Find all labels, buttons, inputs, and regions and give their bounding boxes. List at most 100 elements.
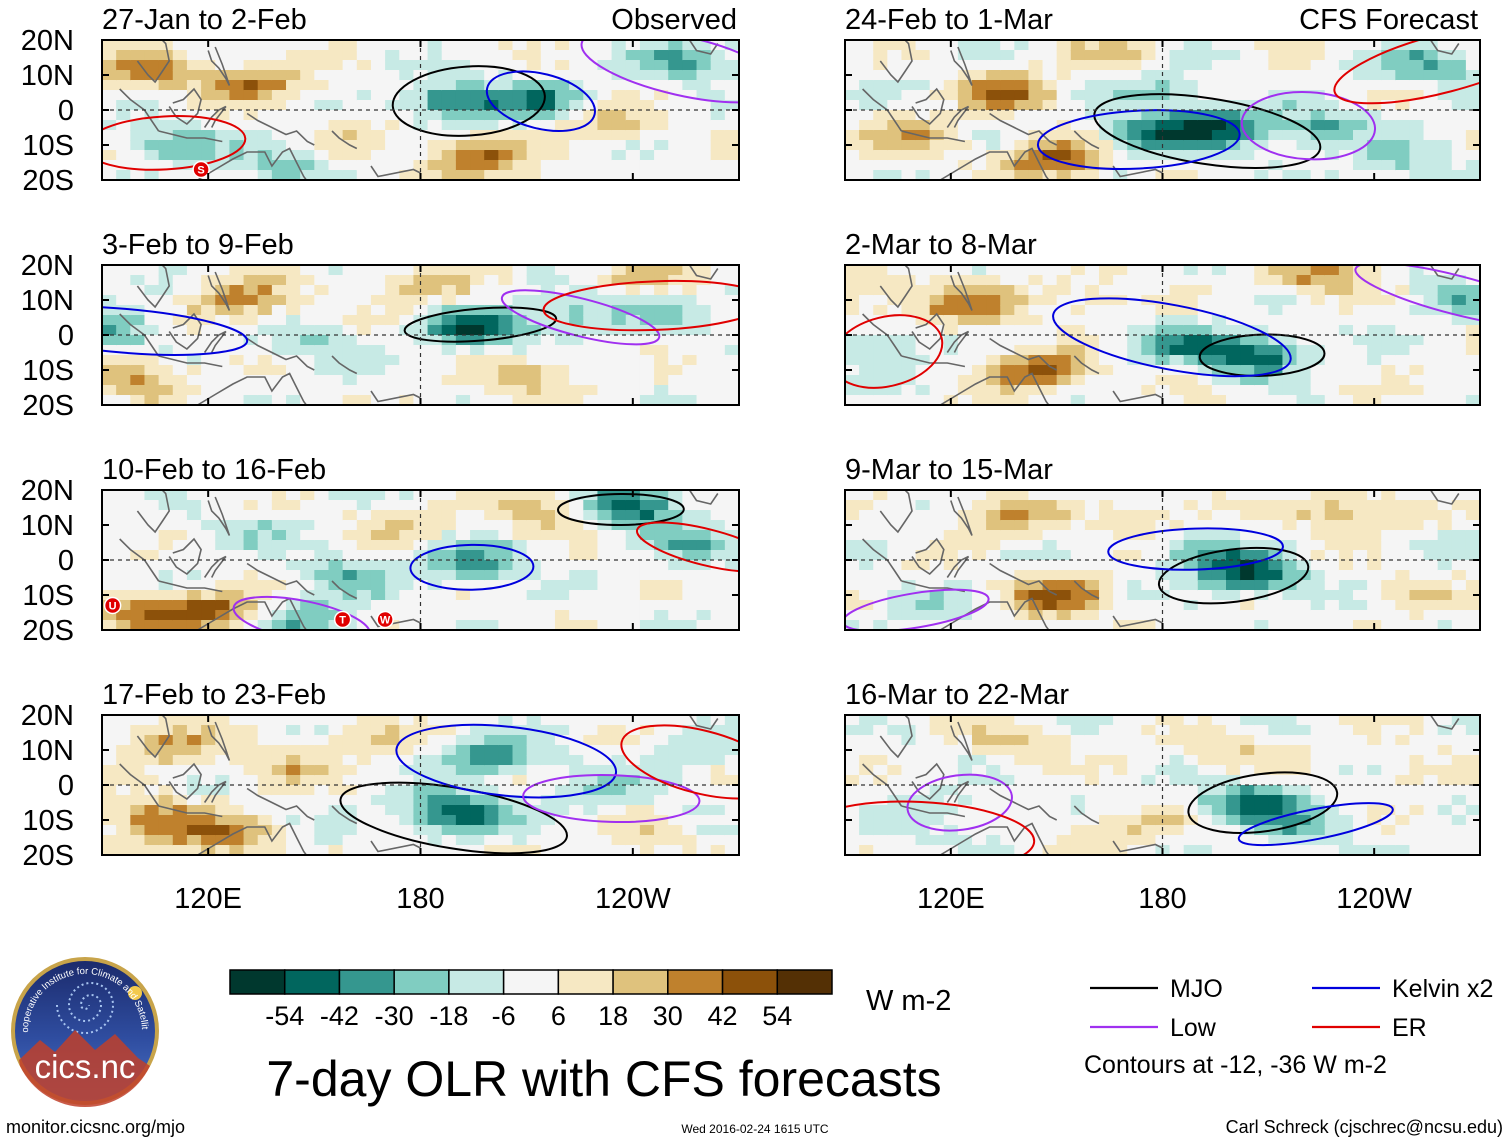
heatmap-cell (130, 570, 145, 581)
heatmap-cell (640, 110, 655, 121)
heatmap-cell (116, 355, 131, 366)
heatmap-cell (1000, 275, 1015, 286)
heatmap-cell (583, 70, 598, 81)
heatmap-cell (442, 265, 457, 276)
heatmap-cell (1057, 755, 1072, 766)
heatmap-cell (873, 490, 888, 501)
heatmap-cell (385, 140, 400, 151)
heatmap-cell (1268, 375, 1283, 386)
heatmap-cell (272, 815, 287, 826)
heatmap-cell (569, 530, 584, 541)
heatmap-cell (1198, 40, 1213, 51)
heatmap-cell (442, 140, 457, 151)
heatmap-cell (1141, 110, 1156, 121)
heatmap-cell (1000, 735, 1015, 746)
heatmap-cell (682, 345, 697, 356)
heatmap-cell (555, 265, 570, 276)
heatmap-cell (1395, 335, 1410, 346)
heatmap-cell (668, 120, 683, 131)
heatmap-cell (116, 265, 131, 276)
heatmap-cell (1311, 80, 1326, 91)
heatmap-cell (1000, 335, 1015, 346)
heatmap-cell (229, 540, 244, 551)
heatmap-cell (498, 140, 513, 151)
heatmap-cell (654, 835, 669, 846)
heatmap-cell (1311, 490, 1326, 501)
heatmap-cell (640, 50, 655, 61)
heatmap-cell (229, 725, 244, 736)
heatmap-cell (173, 815, 188, 826)
heatmap-cell (1424, 375, 1439, 386)
heatmap-cell (597, 600, 612, 611)
heatmap-cell (930, 275, 945, 286)
heatmap-cell (258, 70, 273, 81)
heatmap-cell (130, 530, 145, 541)
heatmap-cell (272, 765, 287, 776)
heatmap-cell (215, 815, 230, 826)
heatmap-cell (428, 520, 443, 531)
heatmap-cell (371, 560, 386, 571)
heatmap-cell (1353, 500, 1368, 511)
heatmap-cell (1141, 335, 1156, 346)
heatmap-cell (173, 735, 188, 746)
heatmap-cell (1113, 335, 1128, 346)
heatmap-cell (1000, 100, 1015, 111)
heatmap-cell (1170, 570, 1185, 581)
heatmap-cell (258, 50, 273, 61)
heatmap-cell (697, 345, 712, 356)
heatmap-cell (187, 725, 202, 736)
heatmap-cell (682, 580, 697, 591)
heatmap-cell (1452, 365, 1467, 376)
heatmap-cell (159, 385, 174, 396)
heatmap-cell (1113, 755, 1128, 766)
heatmap-cell (640, 795, 655, 806)
heatmap-cell (328, 490, 343, 501)
heatmap-cell (1325, 570, 1340, 581)
heatmap-cell (1198, 775, 1213, 786)
heatmap-cell (1000, 490, 1015, 501)
heatmap-cell (1184, 735, 1199, 746)
heatmap-cell (1339, 520, 1354, 531)
heatmap-cell (1297, 140, 1312, 151)
heatmap-cell (1466, 570, 1481, 581)
heatmap-cell (1409, 520, 1424, 531)
heatmap-cell (1367, 510, 1382, 521)
heatmap-cell (116, 530, 131, 541)
heatmap-cell (1127, 490, 1142, 501)
heatmap-cell (513, 40, 528, 51)
heatmap-cell (1057, 725, 1072, 736)
heatmap-cell (1099, 590, 1114, 601)
heatmap-cell (470, 140, 485, 151)
heatmap-cell (328, 550, 343, 561)
heatmap-cell (343, 355, 358, 366)
heatmap-cell (343, 725, 358, 736)
heatmap-cell (640, 120, 655, 131)
heatmap-cell (1325, 160, 1340, 171)
heatmap-cell (597, 540, 612, 551)
heatmap-cell (1212, 500, 1227, 511)
heatmap-cell (986, 355, 1001, 366)
heatmap-cell (682, 70, 697, 81)
heatmap-cell (1099, 40, 1114, 51)
heatmap-cell (958, 375, 973, 386)
heatmap-cell (697, 110, 712, 121)
heatmap-cell (845, 510, 860, 521)
heatmap-cell (626, 150, 641, 161)
heatmap-cell (930, 40, 945, 51)
heatmap-cell (1113, 785, 1128, 796)
heatmap-cell (901, 835, 916, 846)
heatmap-cell (1240, 150, 1255, 161)
heatmap-cell (357, 110, 372, 121)
heatmap-cell (1282, 70, 1297, 81)
heatmap-cell (1297, 590, 1312, 601)
heatmap-cell (428, 90, 443, 101)
heatmap-cell (1043, 265, 1058, 276)
heatmap-cell (1028, 725, 1043, 736)
heatmap-cell (541, 500, 556, 511)
heatmap-cell (328, 275, 343, 286)
heatmap-cell (1367, 160, 1382, 171)
heatmap-cell (612, 550, 627, 561)
heatmap-cell (1268, 100, 1283, 111)
heatmap-cell (130, 835, 145, 846)
